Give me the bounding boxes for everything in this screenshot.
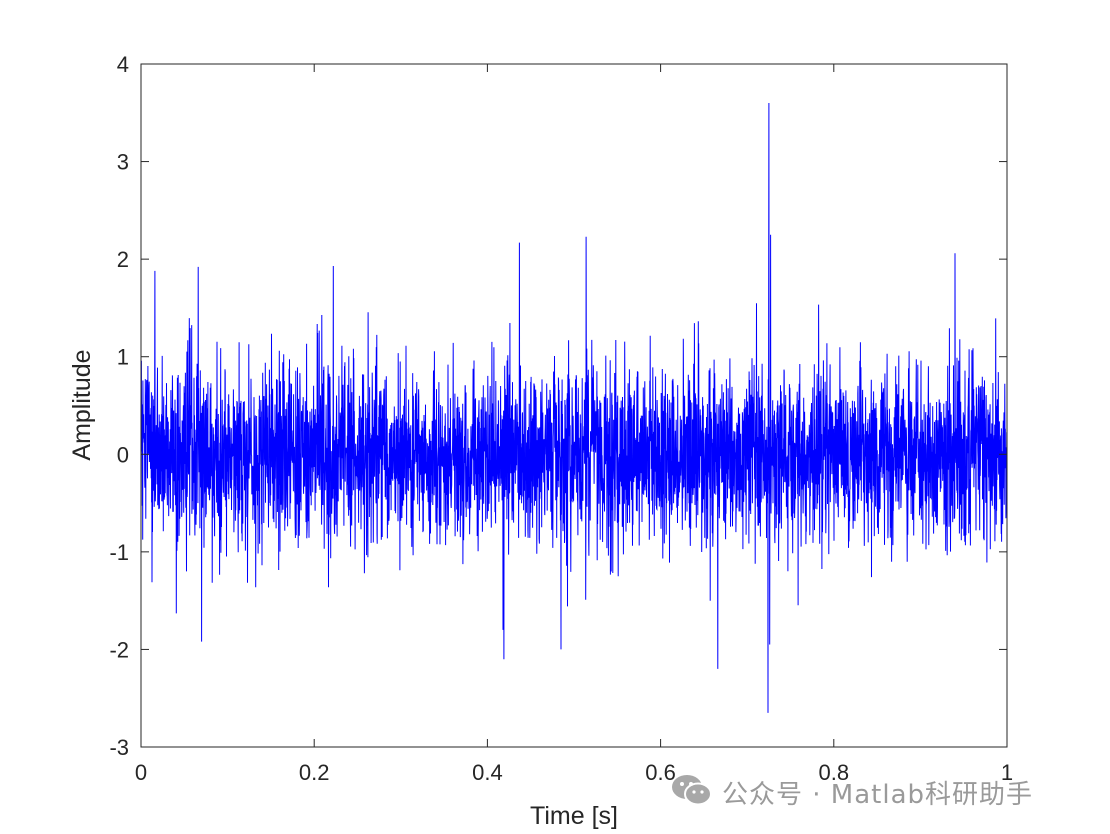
watermark-text: 公众号 · Matlab科研助手 xyxy=(722,779,1034,810)
y-tick-label: -2 xyxy=(109,637,129,662)
x-tick-label: 0 xyxy=(135,760,147,785)
signal-series xyxy=(140,102,1008,713)
ticks: 0 0.2 0.4 0.6 0.8 1 -3 -2 -1 0 1 2 3 4 xyxy=(109,52,1013,785)
y-axis-label: Amplitude xyxy=(68,349,96,460)
y-tick-label: 3 xyxy=(117,150,129,175)
x-axis-label: Time [s] xyxy=(530,802,618,830)
x-tick-label: 0.6 xyxy=(645,760,676,785)
signal-line xyxy=(140,102,1008,713)
y-tick-label: -1 xyxy=(109,540,129,565)
y-tick-label: -3 xyxy=(109,735,129,760)
axes-box xyxy=(140,63,1008,748)
y-tick-label: 0 xyxy=(117,442,129,467)
y-tick-label: 4 xyxy=(117,52,129,77)
x-tick-label: 0.2 xyxy=(299,760,330,785)
x-tick-label: 0.8 xyxy=(819,760,850,785)
x-tick-label: 1 xyxy=(1001,760,1013,785)
watermark: 公众号 · Matlab科研助手 xyxy=(670,772,1033,812)
y-tick-label: 1 xyxy=(117,345,129,370)
y-tick-label: 2 xyxy=(117,247,129,272)
axes xyxy=(140,63,1008,748)
x-tick-label: 0.4 xyxy=(472,760,503,785)
wechat-icon xyxy=(670,773,714,812)
